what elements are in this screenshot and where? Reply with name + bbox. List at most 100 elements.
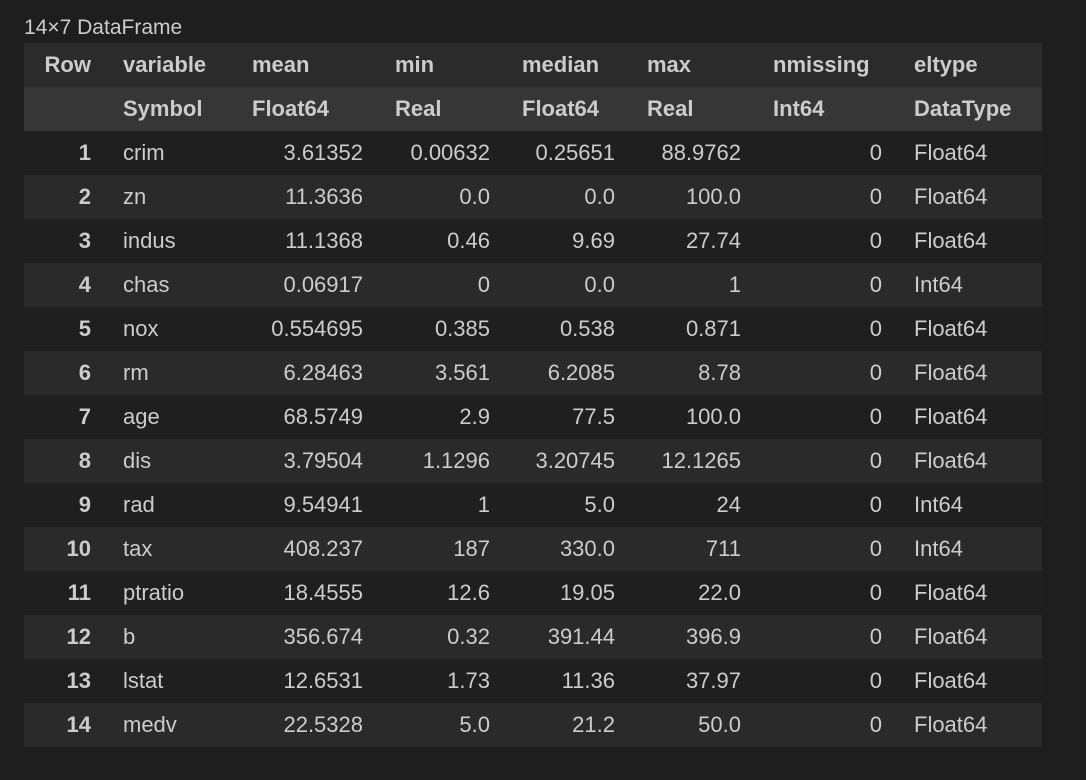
cell-max: 1 — [728, 272, 741, 297]
cell-min: 0.385 — [434, 316, 490, 341]
column-type-Row — [24, 87, 107, 131]
column-type-mean: Float64 — [252, 96, 330, 121]
cell-Row: 1 — [78, 140, 91, 165]
dataframe-table: Row variable mean min median max nmissing eltyp… — [24, 43, 1042, 747]
cell-min: 1.1296 — [422, 448, 490, 473]
cell-median: 11.36 — [561, 668, 615, 693]
column-header-Row: Row — [44, 52, 91, 77]
cell-variable: chas — [123, 272, 170, 297]
cell-variable: medv — [123, 712, 177, 737]
cell-nmissing: 0 — [869, 492, 882, 517]
cell-max: 100.0 — [685, 184, 741, 209]
cell-nmissing: 0 — [869, 140, 882, 165]
table-row: 3 indus 11.1368 0.46 9.69 27.74 0 Float64 — [24, 219, 1042, 263]
cell-max: 24 — [716, 492, 741, 517]
cell-median: 5.0 — [584, 492, 615, 517]
cell-nmissing: 0 — [869, 580, 882, 605]
table-row: 13 lstat 12.6531 1.73 11.36 37.97 0 Float64 — [24, 659, 1042, 703]
cell-Row: 11 — [67, 580, 91, 605]
cell-nmissing: 0 — [869, 184, 882, 209]
table-row: 14 medv 22.5328 5.0 21.2 50.0 0 Float64 — [24, 703, 1042, 747]
column-header-eltype: eltype — [914, 52, 978, 77]
column-header-row: Row variable mean min median max nmissing eltyp… — [24, 43, 1042, 87]
cell-Row: 10 — [66, 536, 91, 561]
cell-eltype: Float64 — [914, 624, 988, 649]
cell-Row: 8 — [78, 448, 91, 473]
table-row: 8 dis 3.79504 1.1296 3.20745 12.1265 0 Float64 — [24, 439, 1042, 483]
cell-eltype: Float64 — [914, 404, 988, 429]
cell-eltype: Float64 — [914, 360, 988, 385]
cell-min: 3.561 — [434, 360, 490, 385]
cell-median: 0.0 — [584, 184, 615, 209]
table-row: 10 tax 408.237 187 330.0 711 0 Int64 — [24, 527, 1042, 571]
cell-median: 0.538 — [559, 316, 615, 341]
table-row: 2 zn 11.3636 0.0 0.0 100.0 0 Float64 — [24, 175, 1042, 219]
cell-eltype: Float64 — [914, 668, 988, 693]
column-header-min: min — [395, 52, 435, 77]
cell-median: 21.2 — [572, 712, 615, 737]
cell-eltype: Int64 — [914, 492, 963, 517]
cell-nmissing: 0 — [869, 624, 882, 649]
cell-max: 711 — [705, 536, 741, 561]
column-type-min: Real — [395, 96, 442, 121]
cell-variable: age — [123, 404, 160, 429]
cell-nmissing: 0 — [869, 272, 882, 297]
cell-mean: 9.54941 — [283, 492, 363, 517]
cell-nmissing: 0 — [869, 228, 882, 253]
cell-mean: 408.237 — [283, 536, 363, 561]
cell-eltype: Float64 — [914, 140, 988, 165]
cell-min: 1.73 — [447, 668, 490, 693]
table-row: 9 rad 9.54941 1 5.0 24 0 Int64 — [24, 483, 1042, 527]
cell-min: 0 — [477, 272, 490, 297]
cell-nmissing: 0 — [869, 448, 882, 473]
cell-mean: 12.6531 — [283, 668, 363, 693]
column-type-eltype: DataType — [914, 96, 1012, 121]
cell-median: 77.5 — [572, 404, 615, 429]
cell-eltype: Float64 — [914, 228, 988, 253]
cell-max: 100.0 — [685, 404, 741, 429]
cell-min: 187 — [453, 536, 490, 561]
cell-median: 391.44 — [547, 624, 615, 649]
cell-mean: 6.28463 — [283, 360, 363, 385]
column-header-variable: variable — [123, 52, 207, 77]
table-row: 5 nox 0.554695 0.385 0.538 0.871 0 Float64 — [24, 307, 1042, 351]
cell-Row: 2 — [78, 184, 91, 209]
table-row: 1 crim 3.61352 0.00632 0.25651 88.9762 0 Float6… — [24, 131, 1042, 175]
cell-median: 0.25651 — [535, 140, 615, 165]
cell-max: 27.74 — [685, 228, 741, 253]
cell-Row: 5 — [78, 316, 91, 341]
cell-nmissing: 0 — [869, 360, 882, 385]
cell-variable: tax — [123, 536, 153, 561]
cell-Row: 7 — [78, 404, 91, 429]
cell-eltype: Int64 — [914, 536, 963, 561]
cell-Row: 12 — [66, 624, 91, 649]
cell-max: 12.1265 — [661, 448, 741, 473]
cell-variable: lstat — [123, 668, 164, 693]
cell-mean: 11.1368 — [285, 228, 363, 253]
column-header-nmissing: nmissing — [773, 52, 870, 77]
cell-median: 6.2085 — [547, 360, 615, 385]
table-row: 7 age 68.5749 2.9 77.5 100.0 0 Float64 — [24, 395, 1042, 439]
column-header-mean: mean — [252, 52, 310, 77]
cell-mean: 3.79504 — [283, 448, 363, 473]
cell-eltype: Float64 — [914, 448, 988, 473]
cell-nmissing: 0 — [869, 668, 882, 693]
cell-max: 88.9762 — [661, 140, 741, 165]
cell-variable: rm — [123, 360, 149, 385]
cell-eltype: Int64 — [914, 272, 963, 297]
cell-median: 330.0 — [559, 536, 615, 561]
cell-nmissing: 0 — [869, 404, 882, 429]
cell-mean: 0.554695 — [271, 316, 363, 341]
cell-mean: 18.4555 — [283, 580, 363, 605]
column-type-variable: Symbol — [123, 96, 203, 121]
cell-nmissing: 0 — [869, 316, 882, 341]
cell-variable: crim — [123, 140, 165, 165]
cell-eltype: Float64 — [914, 184, 988, 209]
cell-nmissing: 0 — [869, 712, 882, 737]
cell-mean: 22.5328 — [283, 712, 363, 737]
table-row: 12 b 356.674 0.32 391.44 396.9 0 Float64 — [24, 615, 1042, 659]
column-type-row: Symbol Float64 Real Float64 Real Int64 DataTyp… — [24, 87, 1042, 131]
cell-min: 1 — [477, 492, 490, 517]
table-row: 11 ptratio 18.4555 12.6 19.05 22.0 0 Float64 — [24, 571, 1042, 615]
cell-Row: 13 — [66, 668, 91, 693]
